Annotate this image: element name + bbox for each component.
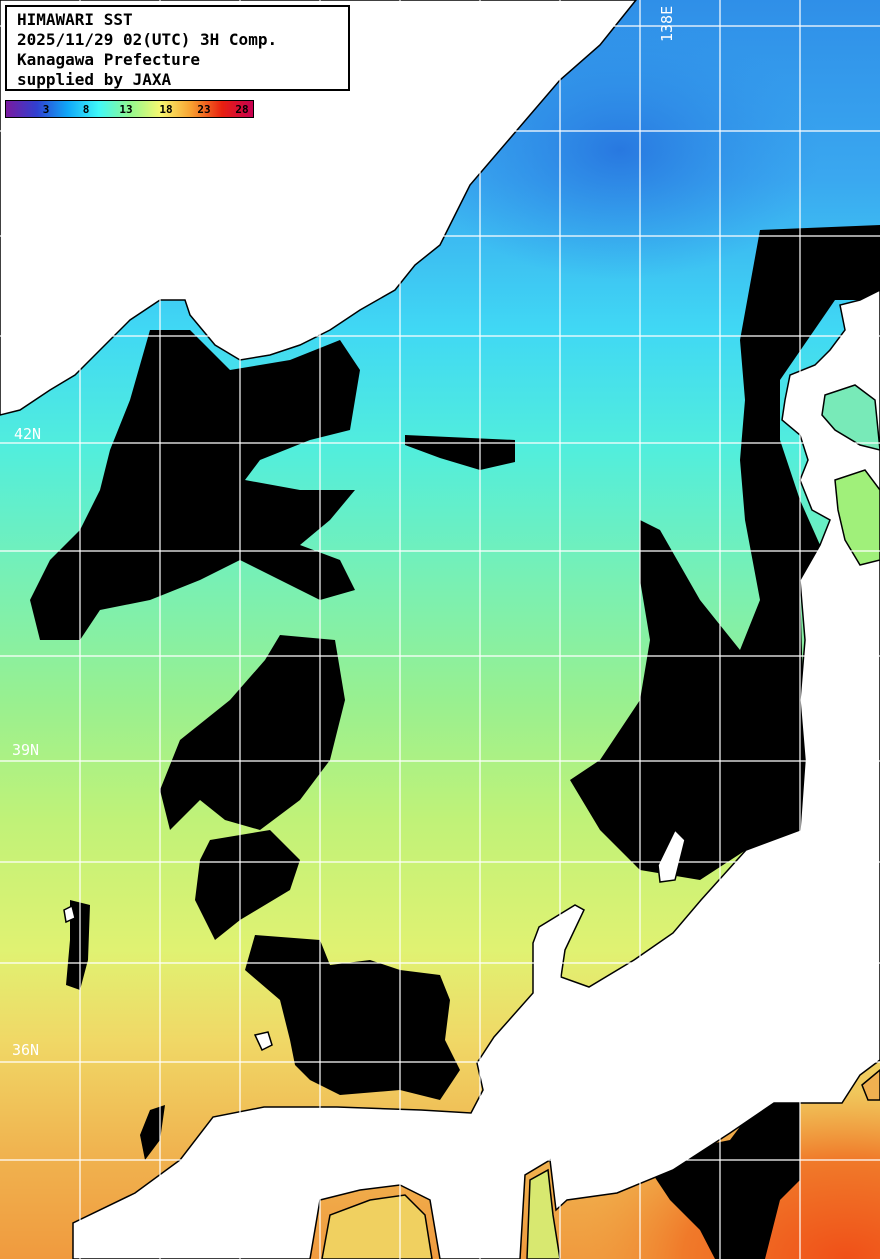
island — [253, 1031, 273, 1052]
scale-label-3: 3 — [42, 103, 50, 116]
observation-time: 2025/11/29 02(UTC) 3H Comp. — [17, 30, 278, 49]
region-name: Kanagawa Prefecture — [17, 50, 201, 69]
island — [63, 904, 76, 924]
data-credit: supplied by JAXA — [17, 70, 172, 89]
color-scale-bar: 3 8 13 18 23 28 — [5, 100, 254, 118]
title-box: HIMAWARI SST 2025/11/29 02(UTC) 3H Comp.… — [5, 5, 350, 91]
cloud-patch — [160, 635, 345, 830]
cloud-patch — [405, 435, 515, 470]
product-title: HIMAWARI SST — [17, 10, 133, 29]
bay — [861, 1069, 880, 1101]
cloud-patch — [140, 1105, 165, 1160]
cloud-patch — [245, 935, 460, 1100]
lat-label-42n: 42N — [14, 425, 42, 443]
lat-label-39n: 39N — [12, 741, 40, 759]
scale-label-23: 23 — [197, 103, 211, 116]
bay — [526, 1168, 561, 1259]
bay-water — [321, 384, 880, 1259]
cloud-patch — [650, 1100, 800, 1259]
scale-label-13: 13 — [119, 103, 133, 116]
land-honshu — [72, 289, 880, 1259]
lat-label-36n: 36N — [12, 1041, 40, 1059]
lon-label-138e: 138E — [658, 5, 676, 42]
cloud-patch — [30, 330, 360, 640]
island — [657, 828, 686, 883]
bay — [834, 469, 880, 566]
scale-label-8: 8 — [82, 103, 90, 116]
scale-label-18: 18 — [159, 103, 173, 116]
cloud-patch — [195, 830, 300, 940]
scale-label-28: 28 — [235, 103, 249, 116]
cloud-patch — [66, 900, 90, 990]
bay — [821, 384, 880, 451]
bay — [321, 1194, 433, 1259]
